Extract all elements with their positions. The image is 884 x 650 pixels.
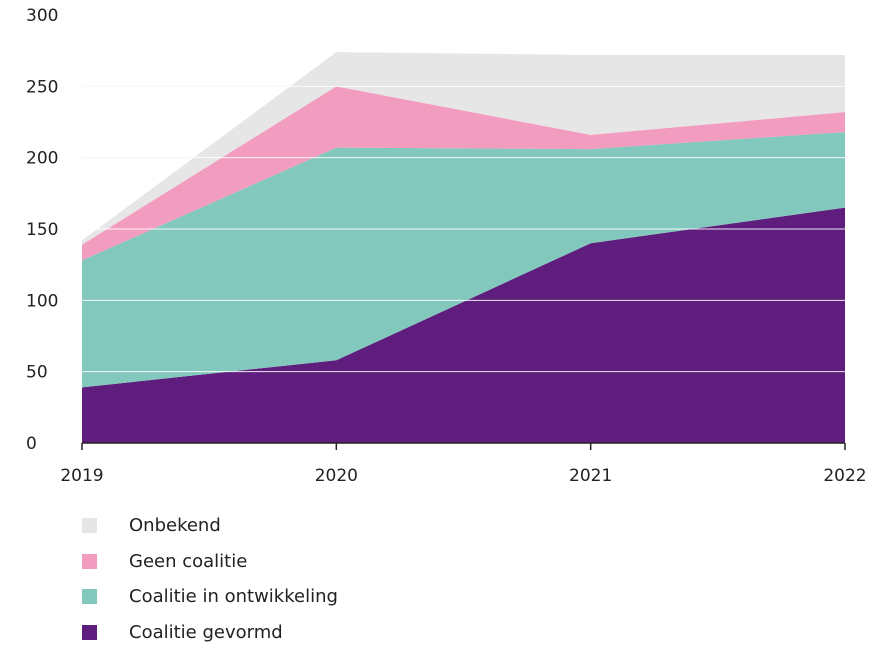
x-tick-label: 2019 [60,466,103,486]
legend-item: Coalitie in ontwikkeling [82,579,338,615]
legend: Onbekend Geen coalitie Coalitie in ontwikk… [82,508,338,650]
y-tick-labels: 0 50 100 150 200 250 300 [26,6,58,454]
x-tick-label: 2020 [315,466,358,486]
legend-item: Onbekend [82,508,338,544]
legend-label: Coalitie gevormd [129,622,283,643]
legend-label: Onbekend [129,515,221,536]
legend-swatch [82,518,97,533]
legend-swatch [82,589,97,604]
legend-item: Geen coalitie [82,544,338,580]
area-series [82,52,845,443]
axes [82,443,845,450]
x-tick-label: 2021 [569,466,612,486]
y-tick-label: 100 [26,291,58,311]
y-tick-label: 0 [26,434,37,454]
legend-item: Coalitie gevormd [82,615,338,650]
y-tick-label: 200 [26,149,58,169]
legend-label: Geen coalitie [129,551,247,572]
stacked-area-chart: 0 50 100 150 200 250 300 2019 2020 2021 2022 [0,0,884,500]
legend-label: Coalitie in ontwikkeling [129,586,338,607]
x-tick-label: 2022 [823,466,866,486]
legend-swatch [82,554,97,569]
y-tick-label: 50 [26,363,48,383]
y-tick-label: 150 [26,220,58,240]
y-tick-label: 300 [26,6,58,26]
legend-swatch [82,625,97,640]
y-tick-label: 250 [26,77,58,97]
x-tick-labels: 2019 2020 2021 2022 [60,466,866,486]
